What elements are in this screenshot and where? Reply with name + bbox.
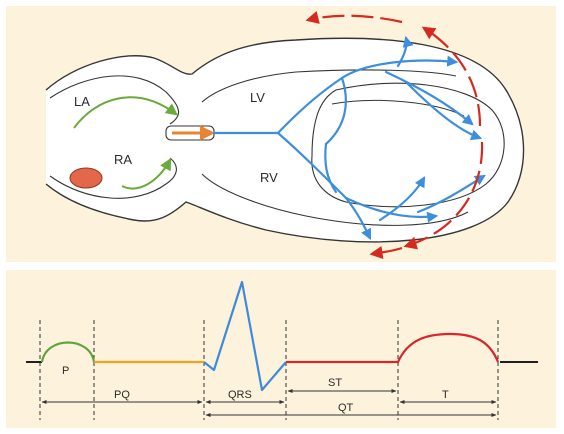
sinoatrial-node [69, 167, 103, 189]
ecg-panel: P PQ QRS ST QT T [6, 270, 556, 428]
label-pq-interval: PQ [114, 389, 130, 401]
ecg-p-wave [40, 341, 96, 363]
ventricular-activation-arrows [305, 11, 484, 260]
right-atrium-arrow [121, 157, 172, 190]
heart-diagram: LA RA LV RV [6, 6, 556, 262]
label-lv: LV [250, 90, 265, 105]
label-qrs-interval: QRS [228, 389, 252, 401]
ecg-qrs-complex [203, 280, 287, 392]
label-rv: RV [260, 170, 278, 185]
heart-panel: LA RA LV RV [6, 6, 556, 262]
atrial-cavity-line [49, 75, 180, 199]
left-atrium-arrow [73, 96, 178, 129]
ecg-st-t-wave [286, 332, 500, 364]
left-ventricle-inner-wall [201, 69, 457, 103]
ventricle-wall-loop [311, 82, 505, 208]
ecg-trace: P PQ QRS ST QT T [6, 270, 556, 428]
ecg-interval-arrows [41, 389, 497, 417]
septum-outline [331, 99, 465, 117]
label-t-wave: T [442, 389, 449, 401]
label-la: LA [74, 94, 90, 109]
conduction-system [212, 35, 486, 240]
label-p-wave: P [62, 365, 69, 377]
label-ra: RA [114, 152, 132, 167]
label-st-segment: ST [328, 377, 342, 389]
label-qt-interval: QT [338, 402, 354, 414]
ecg-guide-lines [39, 320, 499, 420]
